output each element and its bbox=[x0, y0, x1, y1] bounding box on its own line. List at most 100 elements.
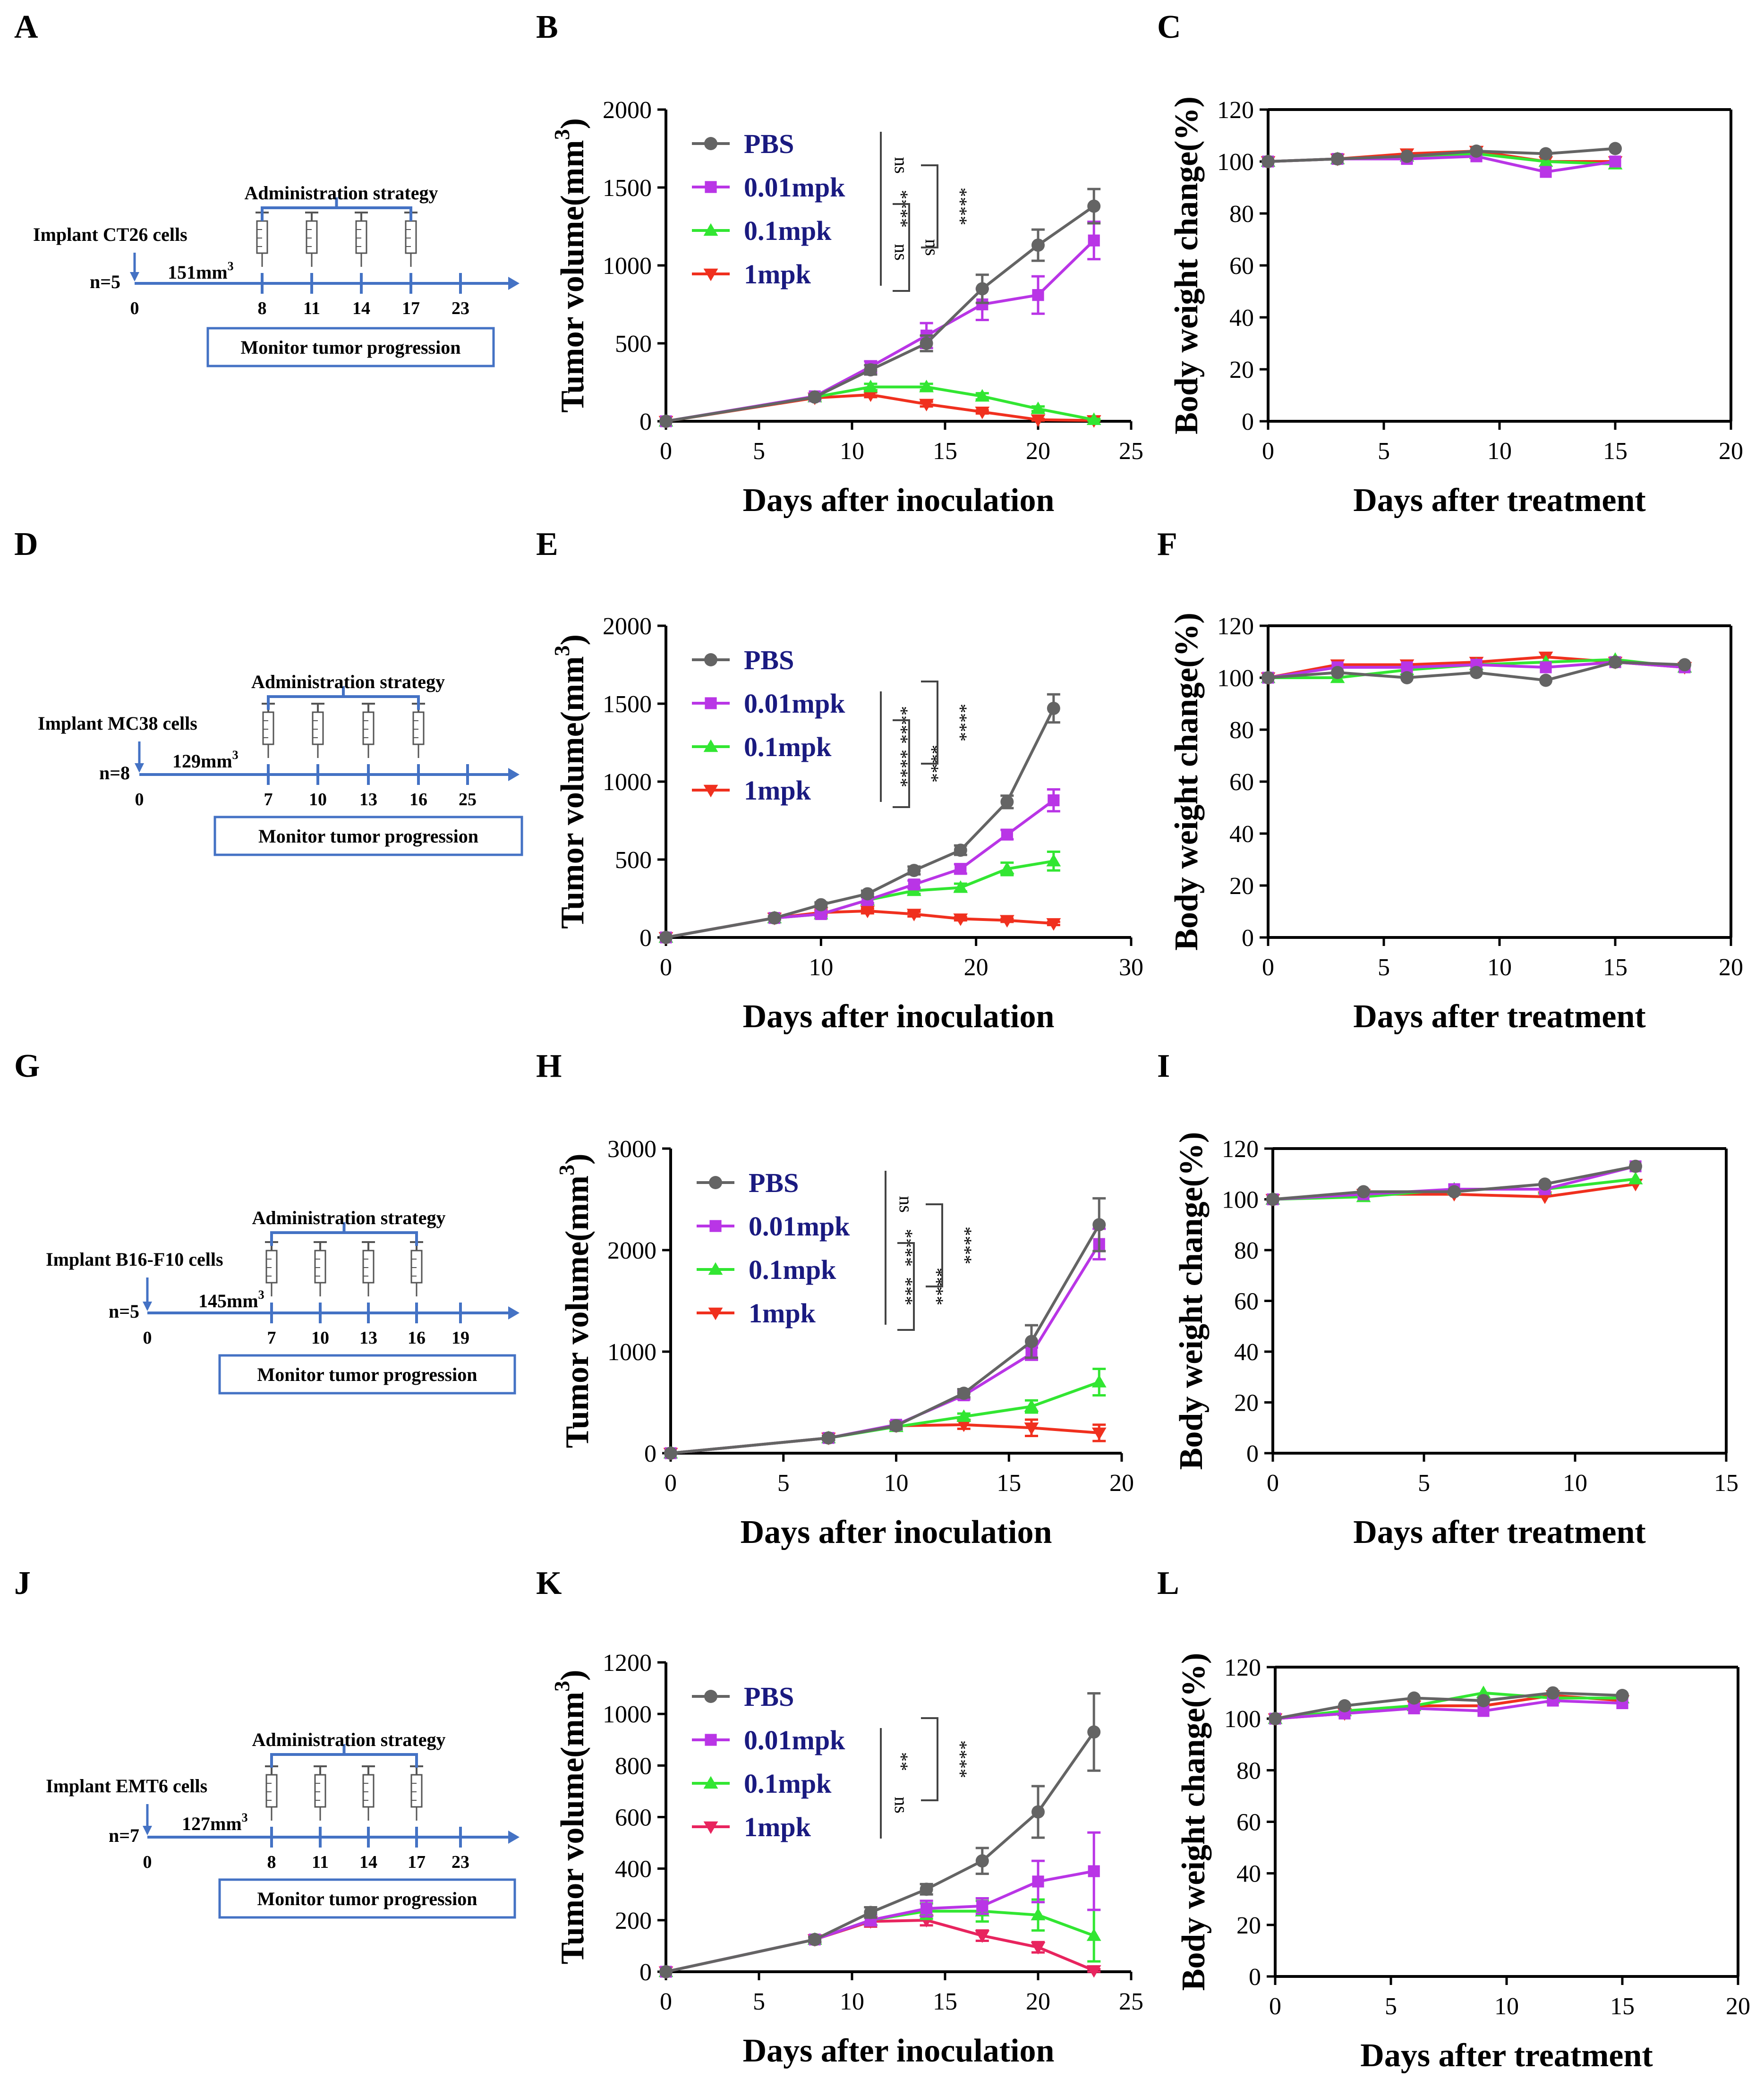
data-point bbox=[1539, 147, 1552, 161]
x-tick-label: 10 bbox=[840, 438, 864, 465]
data-point bbox=[957, 1387, 971, 1400]
syringe-barrel bbox=[262, 711, 274, 745]
x-tick-label: 0 bbox=[660, 1988, 672, 2015]
start-day: 0 bbox=[143, 1852, 152, 1872]
syringe-icon bbox=[314, 1241, 327, 1296]
y-tick-label: 120 bbox=[1224, 1654, 1261, 1681]
data-point bbox=[1477, 1694, 1490, 1707]
syringe-barrel bbox=[265, 1774, 278, 1808]
y-tick-label: 120 bbox=[1222, 1136, 1259, 1163]
x-tick-label: 10 bbox=[884, 1470, 909, 1497]
x-tick-label: 20 bbox=[1026, 438, 1050, 465]
data-point bbox=[975, 282, 989, 296]
data-point bbox=[861, 887, 874, 901]
x-tick-label: 15 bbox=[933, 438, 957, 465]
series-PBS bbox=[659, 1692, 1101, 1978]
y-tick-label: 400 bbox=[615, 1856, 652, 1883]
x-tick-label: 25 bbox=[1119, 438, 1143, 465]
significance-label: ** bbox=[891, 1752, 912, 1771]
syringe-icon bbox=[412, 703, 425, 758]
data-point bbox=[954, 863, 967, 875]
x-tick-label: 0 bbox=[1269, 1993, 1281, 2020]
chart-I: 0 5 10 15 0 20 40 60 80 100 120 Days after treatmen… bbox=[1173, 1132, 1738, 1550]
y-tick-label: 100 bbox=[1222, 1187, 1259, 1214]
data-point bbox=[999, 915, 1014, 928]
n-label: n=5 bbox=[90, 271, 120, 292]
x-tick-label: 5 bbox=[1385, 1993, 1397, 2020]
series-line bbox=[665, 799, 1055, 939]
data-point bbox=[863, 389, 878, 402]
data-point bbox=[1031, 401, 1046, 414]
y-tick-label: 60 bbox=[1234, 1288, 1259, 1315]
data-point bbox=[1092, 1218, 1106, 1232]
y-tick-label: 20 bbox=[1236, 1912, 1261, 1939]
data-point bbox=[1086, 412, 1101, 425]
series-0.01mpk bbox=[660, 1831, 1101, 1978]
chart-C: 0 5 10 15 20 0 20 40 60 80 100 120 Days after treatm… bbox=[1168, 96, 1743, 519]
n-label: n=5 bbox=[109, 1301, 139, 1322]
syringe-barrel bbox=[362, 1774, 375, 1808]
panel-label-H: H bbox=[536, 1048, 562, 1084]
data-point bbox=[1448, 1185, 1461, 1199]
data-point bbox=[1269, 1712, 1282, 1726]
x-tick-label: 10 bbox=[1487, 954, 1512, 981]
implant-arrow-icon bbox=[135, 763, 144, 773]
x-tick-label: 30 bbox=[1119, 954, 1143, 981]
data-point bbox=[863, 380, 878, 392]
tumor-volume-label: 145mm3 bbox=[198, 1288, 264, 1312]
data-point bbox=[704, 1690, 717, 1703]
data-point bbox=[1031, 414, 1046, 427]
dose-day: 8 bbox=[267, 1852, 276, 1872]
x-tick-label: 10 bbox=[1494, 1993, 1519, 2020]
data-point bbox=[703, 268, 718, 281]
tumor-volume-label: 129mm3 bbox=[172, 748, 239, 772]
series-PBS bbox=[659, 693, 1060, 944]
legend-label: 0.01mpk bbox=[744, 172, 845, 203]
implant-label: Implant MC38 cells bbox=[38, 713, 197, 734]
data-point bbox=[956, 1409, 971, 1422]
x-tick-label: 0 bbox=[1262, 438, 1274, 465]
chart-F: 0 5 10 15 20 0 20 40 60 80 100 120 Days after treatm… bbox=[1168, 613, 1743, 1035]
data-point bbox=[1357, 1185, 1370, 1199]
data-point bbox=[1609, 155, 1621, 168]
panel-label-F: F bbox=[1157, 526, 1177, 562]
implant-arrow-icon bbox=[143, 1826, 152, 1835]
timeline-arrow-icon bbox=[508, 768, 520, 781]
significance-label: **** bbox=[950, 1740, 971, 1778]
data-point bbox=[808, 1933, 822, 1946]
timeline-arrow-icon bbox=[508, 1306, 520, 1320]
scheme-A: Implant CT26 cells n=5 0 151mm3 8 11 14 17 23 Adm… bbox=[33, 182, 520, 367]
dose-day: 16 bbox=[409, 790, 427, 809]
x-tick-label: 5 bbox=[753, 1988, 765, 2015]
strategy-bracket bbox=[261, 206, 412, 221]
implant-arrow-icon bbox=[143, 1302, 152, 1311]
syringe-icon bbox=[265, 1241, 278, 1296]
legend-label: 0.1mpk bbox=[744, 1768, 832, 1799]
data-point bbox=[708, 1262, 723, 1275]
syringe-icon bbox=[362, 1765, 375, 1821]
legend-label: PBS bbox=[744, 1681, 794, 1712]
y-tick-label: 0 bbox=[639, 925, 652, 952]
x-tick-label: 0 bbox=[1267, 1470, 1279, 1497]
y-tick-label: 0 bbox=[639, 1959, 652, 1986]
syringe-barrel bbox=[314, 1774, 326, 1808]
x-tick-label: 10 bbox=[809, 954, 833, 981]
series-0.1mpk bbox=[658, 1898, 1101, 1977]
legend-label: 1mpk bbox=[744, 1812, 811, 1842]
dose-day: 10 bbox=[311, 1328, 329, 1348]
y-tick-label: 0 bbox=[1242, 925, 1254, 952]
legend-label: PBS bbox=[744, 645, 794, 675]
data-point bbox=[767, 911, 781, 925]
data-point bbox=[1048, 794, 1060, 807]
data-point bbox=[703, 1821, 718, 1834]
y-axis-label-close: ) bbox=[554, 1670, 591, 1681]
implant-label: Implant EMT6 cells bbox=[46, 1775, 207, 1797]
data-point bbox=[1046, 918, 1061, 931]
panel-label-B: B bbox=[536, 9, 558, 45]
x-tick-label: 10 bbox=[1487, 438, 1512, 465]
data-point bbox=[975, 407, 990, 419]
data-point bbox=[864, 1906, 878, 1919]
data-point bbox=[907, 864, 921, 877]
strategy-label: Administration strategy bbox=[252, 1207, 446, 1228]
